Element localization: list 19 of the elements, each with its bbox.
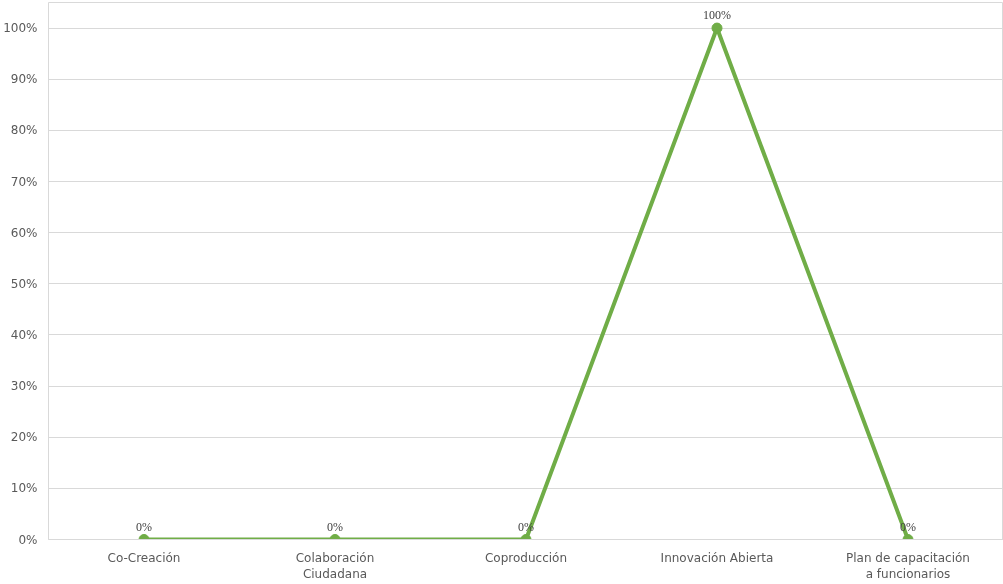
x-tick-label: Colaboración Ciudadana (295, 550, 375, 582)
y-tick-label: 90% (10, 72, 38, 87)
y-tick-label: 70% (10, 174, 38, 189)
y-tick-label: 20% (10, 430, 38, 445)
y-tick-label: 60% (10, 225, 38, 240)
x-tick-label: Plan de capacitación a funcionarios (846, 550, 970, 582)
y-tick-label: 80% (10, 123, 38, 138)
x-tick-label: Coproducción (484, 550, 568, 565)
text: 100% (703, 8, 731, 23)
y-tick-label: 10% (10, 481, 38, 496)
y-tick-label: 100% (3, 21, 38, 36)
text: 0% (327, 519, 343, 534)
y-tick-label: 30% (10, 379, 38, 394)
x-tick-label: Co-Creación (107, 550, 181, 565)
y-tick-label: 0% (18, 532, 38, 547)
text: 0% (136, 519, 152, 534)
x-tick-label: Innovación Abierta (660, 550, 774, 565)
y-tick-label: 50% (10, 276, 38, 291)
y-tick-label: 40% (10, 327, 38, 342)
